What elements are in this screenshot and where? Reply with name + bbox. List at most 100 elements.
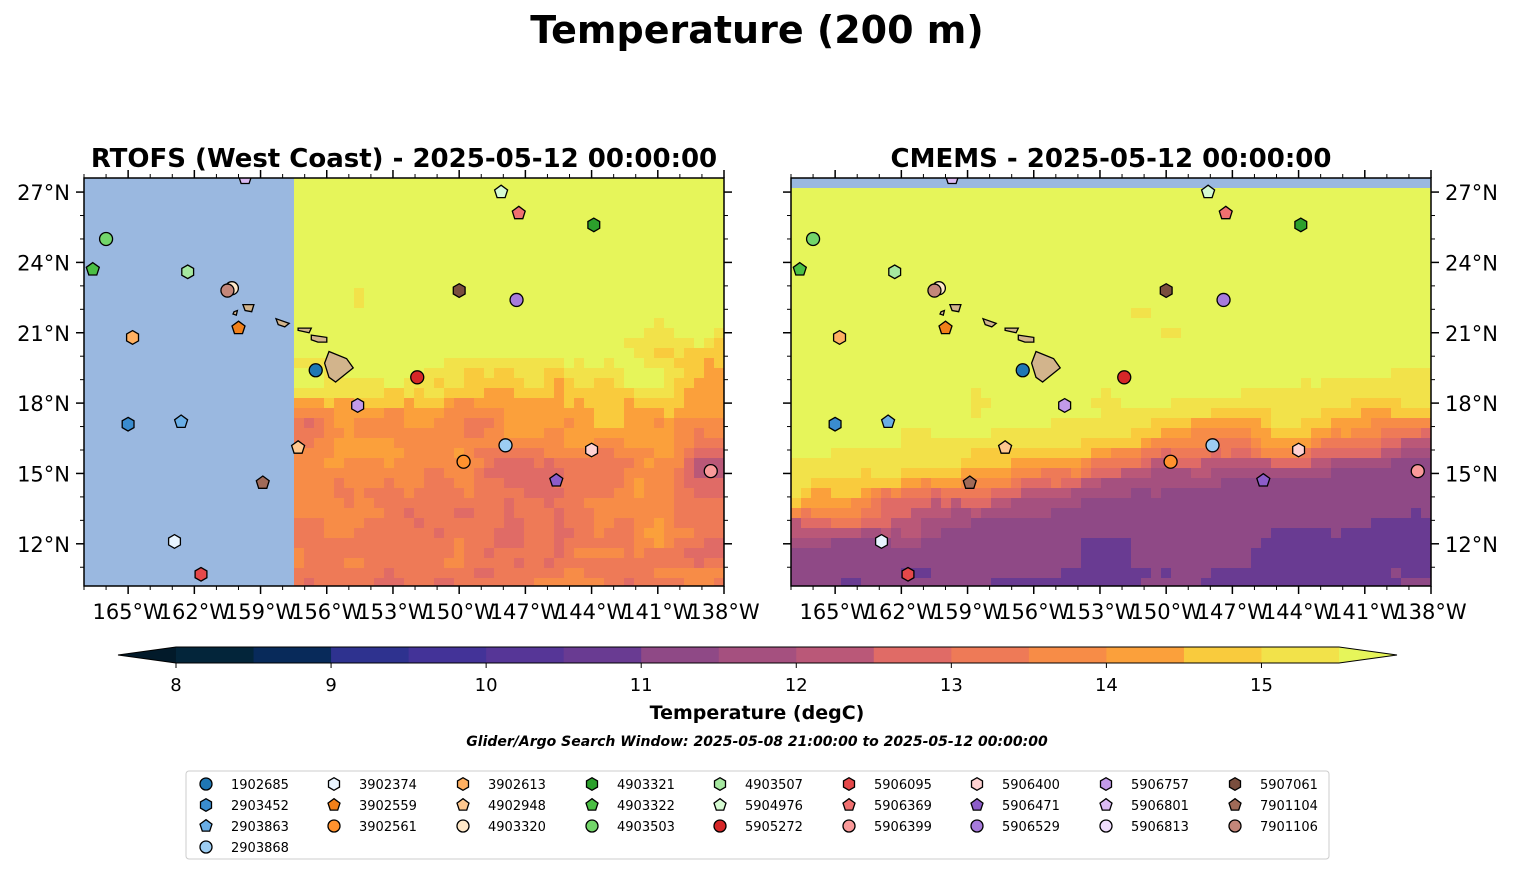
- field-cell: [434, 308, 445, 319]
- field-cell: [791, 428, 802, 439]
- field-cell: [981, 188, 992, 199]
- field-cell: [801, 228, 812, 239]
- field-cell: [684, 218, 695, 229]
- field-cell: [404, 318, 415, 329]
- field-cell: [811, 188, 822, 199]
- field-cell: [1061, 258, 1072, 269]
- field-cell: [174, 268, 185, 279]
- field-cell: [1091, 508, 1102, 519]
- field-cell: [144, 268, 155, 279]
- field-cell: [831, 178, 842, 189]
- field-cell: [1291, 238, 1302, 249]
- field-cell: [1161, 508, 1172, 519]
- field-cell: [104, 548, 115, 559]
- field-cell: [911, 258, 922, 269]
- field-cell: [971, 438, 982, 449]
- field-cell: [404, 478, 415, 489]
- field-cell: [254, 488, 265, 499]
- field-cell: [274, 308, 285, 319]
- field-cell: [364, 508, 375, 519]
- field-cell: [444, 508, 455, 519]
- field-cell: [224, 458, 235, 469]
- field-cell: [364, 268, 375, 279]
- field-cell: [284, 498, 295, 509]
- field-cell: [684, 458, 695, 469]
- field-cell: [354, 448, 365, 459]
- field-cell: [154, 448, 165, 459]
- field-cell: [324, 318, 335, 329]
- field-cell: [1211, 488, 1222, 499]
- map-panel-rtofs: 165°W162°W159°W156°W153°W150°W147°W144°W…: [17, 170, 760, 624]
- field-cell: [1211, 388, 1222, 399]
- field-cell: [574, 328, 585, 339]
- field-cell: [394, 448, 405, 459]
- field-cell: [1131, 178, 1142, 189]
- field-cell: [364, 278, 375, 289]
- field-cell: [1351, 468, 1362, 479]
- field-cell: [294, 348, 305, 359]
- field-cell: [124, 498, 135, 509]
- field-cell: [354, 538, 365, 549]
- field-cell: [274, 468, 285, 479]
- field-cell: [1031, 258, 1042, 269]
- field-cell: [464, 548, 475, 559]
- field-cell: [544, 278, 555, 289]
- field-cell: [524, 458, 535, 469]
- field-cell: [404, 368, 415, 379]
- field-cell: [494, 448, 505, 459]
- field-cell: [604, 498, 615, 509]
- field-cell: [614, 558, 625, 569]
- field-cell: [1211, 188, 1222, 199]
- field-cell: [791, 328, 802, 339]
- field-cell: [344, 398, 355, 409]
- field-cell: [494, 378, 505, 389]
- field-cell: [1081, 258, 1092, 269]
- field-cell: [1211, 468, 1222, 479]
- field-cell: [304, 188, 315, 199]
- field-cell: [414, 558, 425, 569]
- field-cell: [1081, 318, 1092, 329]
- field-cell: [881, 318, 892, 329]
- field-cell: [584, 228, 595, 239]
- figure-title: Temperature (200 m): [530, 8, 983, 52]
- field-cell: [1021, 198, 1032, 209]
- field-cell: [264, 428, 275, 439]
- field-cell: [84, 228, 95, 239]
- field-cell: [284, 388, 295, 399]
- field-cell: [534, 408, 545, 419]
- field-cell: [1061, 318, 1072, 329]
- field-cell: [424, 218, 435, 229]
- field-cell: [1101, 198, 1112, 209]
- field-cell: [514, 378, 525, 389]
- field-cell: [1111, 328, 1122, 339]
- field-cell: [821, 288, 832, 299]
- field-cell: [971, 388, 982, 399]
- field-cell: [704, 238, 715, 249]
- field-cell: [344, 338, 355, 349]
- field-cell: [891, 448, 902, 459]
- field-cell: [424, 498, 435, 509]
- field-cell: [474, 178, 485, 189]
- field-cell: [871, 468, 882, 479]
- field-cell: [404, 468, 415, 479]
- field-cell: [941, 368, 952, 379]
- field-cell: [614, 538, 625, 549]
- field-cell: [494, 548, 505, 559]
- field-cell: [664, 488, 675, 499]
- field-cell: [901, 478, 912, 489]
- field-cell: [94, 238, 105, 249]
- field-cell: [474, 228, 485, 239]
- float-marker-2903868: [498, 438, 513, 453]
- field-cell: [911, 448, 922, 459]
- field-cell: [204, 438, 215, 449]
- field-cell: [584, 488, 595, 499]
- field-cell: [961, 488, 972, 499]
- field-cell: [1401, 448, 1412, 459]
- field-cell: [911, 468, 922, 479]
- field-cell: [1071, 518, 1082, 529]
- field-cell: [394, 328, 405, 339]
- field-cell: [124, 458, 135, 469]
- field-cell: [981, 448, 992, 459]
- field-cell: [1161, 218, 1172, 229]
- field-cell: [444, 448, 455, 459]
